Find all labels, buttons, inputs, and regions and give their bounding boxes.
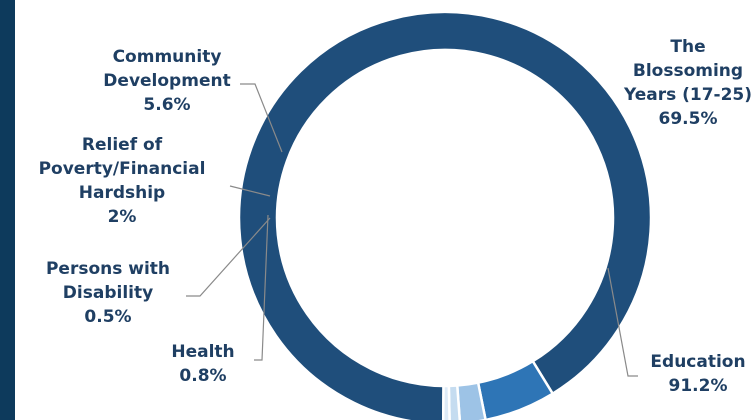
label-relief-of-poverty-financial-hardship-line-4: 2% bbox=[108, 207, 137, 227]
label-health-line-2: 0.8% bbox=[179, 366, 226, 386]
label-corner-line-2: Blossoming bbox=[633, 61, 743, 81]
leader-line-persons-disability bbox=[186, 217, 271, 297]
leader-line-relief bbox=[229, 185, 271, 197]
label-relief-of-poverty-financial-hardship-line-1: Relief of bbox=[82, 135, 163, 155]
slice-labels: Education 91.2% Community Development 5.6% Re… bbox=[39, 37, 752, 396]
label-persons-with-disability-line-2: Disability bbox=[63, 283, 153, 303]
leader-line-health bbox=[254, 214, 269, 361]
slice-persons-with-disability bbox=[441, 384, 451, 420]
label-community-development-line-3: 5.6% bbox=[143, 95, 190, 115]
label-corner-line-1: The bbox=[670, 37, 705, 57]
label-education-line-1: Education bbox=[650, 352, 745, 372]
left-accent-bar bbox=[0, 0, 15, 420]
label-corner-line-3: Years (17-25) bbox=[623, 85, 752, 105]
label-education-line-2: 91.2% bbox=[669, 376, 728, 396]
leader-lines bbox=[186, 83, 638, 377]
label-health-line-1: Health bbox=[171, 342, 234, 362]
label-persons-with-disability-line-3: 0.5% bbox=[84, 307, 131, 327]
label-relief-of-poverty-financial-hardship-line-2: Poverty/Financial bbox=[39, 159, 206, 179]
slice-education bbox=[237, 10, 653, 420]
label-persons-with-disability-line-1: Persons with bbox=[46, 259, 170, 279]
label-corner-line-4: 69.5% bbox=[659, 109, 718, 129]
label-relief-of-poverty-financial-hardship-line-3: Hardship bbox=[79, 183, 165, 203]
donut-slices bbox=[237, 10, 653, 420]
label-community-development-line-1: Community bbox=[113, 47, 222, 67]
label-community-development-line-2: Development bbox=[103, 71, 230, 91]
leader-line-education bbox=[607, 267, 638, 377]
leader-line-community-development bbox=[240, 83, 283, 153]
